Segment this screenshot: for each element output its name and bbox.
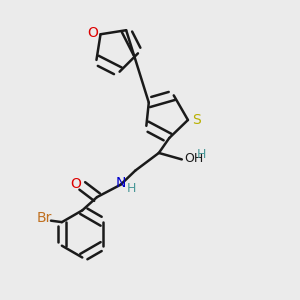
Text: H: H [127, 182, 136, 195]
Text: S: S [192, 113, 201, 127]
Text: O: O [70, 177, 81, 190]
Text: OH: OH [184, 152, 203, 165]
Text: Br: Br [37, 211, 52, 225]
Text: H: H [197, 148, 206, 160]
Text: N: N [116, 176, 126, 190]
Text: O: O [88, 26, 99, 40]
